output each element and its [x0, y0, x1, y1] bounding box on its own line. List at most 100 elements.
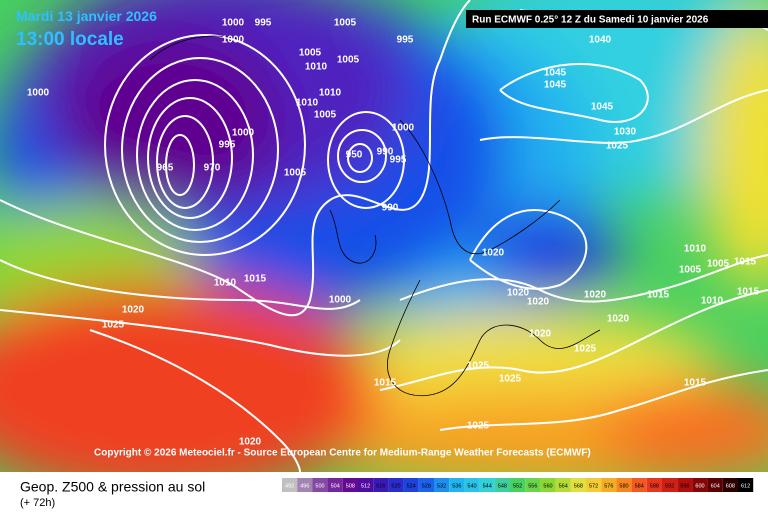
isobar-label: 1020	[527, 297, 550, 308]
scale-label: 580	[619, 483, 628, 489]
isobar-label: 1025	[606, 141, 629, 152]
scale-label: 540	[467, 483, 476, 489]
isobar-label: 995	[255, 18, 272, 29]
isobar-label: 1025	[102, 320, 125, 331]
scale-swatch	[388, 478, 404, 492]
scale-swatch	[616, 478, 632, 492]
scale-label: 584	[635, 483, 644, 489]
isobar-label: 1005	[334, 18, 357, 29]
scale-swatch	[738, 478, 754, 492]
isobar-label: 990	[377, 147, 394, 158]
isobar-label: 1015	[737, 287, 760, 298]
run-box	[466, 10, 768, 28]
isobar-label: 990	[382, 203, 399, 214]
scale-label: 496	[300, 483, 309, 489]
isobar-label: 1020	[507, 288, 530, 299]
scale-swatch	[373, 478, 389, 492]
isobar-label: 1020	[584, 290, 607, 301]
isobar-label: 1005	[299, 48, 322, 59]
scale-label: 564	[559, 483, 568, 489]
scale-swatch	[662, 478, 678, 492]
scale-swatch	[692, 478, 708, 492]
scale-swatch	[449, 478, 465, 492]
scale-label: 508	[346, 483, 355, 489]
isobar-label: 1005	[284, 168, 307, 179]
coastlines	[149, 35, 601, 397]
scale-swatch	[586, 478, 602, 492]
scale-swatch	[403, 478, 419, 492]
scale-label: 528	[422, 483, 431, 489]
scale-label: 608	[726, 483, 735, 489]
scale-label: 612	[741, 483, 750, 489]
footer-lead: (+ 72h)	[20, 497, 55, 509]
isobar-label: 1010	[684, 244, 707, 255]
isobar-label: 1005	[679, 265, 702, 276]
scale-swatch	[707, 478, 723, 492]
scale-label: 572	[589, 483, 598, 489]
isobar-label: 1000	[329, 295, 352, 306]
scale-swatch	[358, 478, 374, 492]
isobar-label: 1000	[222, 18, 245, 29]
scale-label: 520	[391, 483, 400, 489]
scale-label: 516	[376, 483, 385, 489]
isobar-label: 1040	[589, 35, 612, 46]
scale-label: 560	[543, 483, 552, 489]
scale-swatch	[631, 478, 647, 492]
isobar-label: 1005	[337, 55, 360, 66]
isobar-label: 995	[397, 35, 414, 46]
time-title: 13:00 locale	[16, 29, 124, 50]
isobar-label: 1015	[647, 290, 670, 301]
isobar-label: 995	[219, 140, 236, 151]
isobar-label: 1010	[296, 98, 319, 109]
scale-swatch	[342, 478, 358, 492]
isobar-label: 995	[390, 155, 407, 166]
scale-swatch	[570, 478, 586, 492]
isobar-label: 1025	[574, 344, 597, 355]
scale-label: 524	[407, 483, 416, 489]
isobar-label: 1020	[122, 305, 145, 316]
scale-label: 492	[285, 483, 294, 489]
isobar-label: 1020	[482, 248, 505, 259]
isobar-label: 1000	[392, 123, 415, 134]
scale-label: 600	[695, 483, 704, 489]
scale-label: 504	[331, 483, 340, 489]
isobar-label: 1020	[239, 437, 262, 448]
scale-swatch	[510, 478, 526, 492]
isobar-label: 1005	[314, 110, 337, 121]
isobar-label: 1025	[499, 374, 522, 385]
isobar-label: 1030	[614, 127, 637, 138]
isobar-label: 1045	[544, 68, 567, 79]
map-field	[0, 0, 768, 472]
scale-swatch	[722, 478, 738, 492]
isobar-label: 950	[346, 150, 363, 161]
scale-swatch	[601, 478, 617, 492]
scale-label: 532	[437, 483, 446, 489]
isobar-label: 1005	[707, 259, 730, 270]
scale-swatch	[297, 478, 313, 492]
scale-swatch	[540, 478, 556, 492]
isobar-label: 1015	[374, 378, 397, 389]
isobar-label: 1010	[214, 278, 237, 289]
scale-swatch	[646, 478, 662, 492]
scale-label: 588	[650, 483, 659, 489]
scale-label: 592	[665, 483, 674, 489]
isobar-label: 1015	[244, 274, 267, 285]
isobar-label: 965	[157, 163, 174, 174]
scale-swatch	[312, 478, 328, 492]
copyright: Copyright © 2026 Meteociel.fr - Source E…	[94, 448, 591, 459]
scale-swatch	[327, 478, 343, 492]
scale-label: 552	[513, 483, 522, 489]
isobar-label: 1015	[684, 378, 707, 389]
isobar-label: 1045	[544, 80, 567, 91]
isobar-label: 1020	[607, 314, 630, 325]
isobar-label: 1020	[529, 329, 552, 340]
isobar-label: 1025	[467, 361, 490, 372]
isobar-label: 1045	[591, 102, 614, 113]
isobar-label: 1000	[27, 88, 50, 99]
scale-label: 512	[361, 483, 370, 489]
scale-label: 536	[452, 483, 461, 489]
scale-label: 604	[711, 483, 720, 489]
isobars	[0, 0, 768, 472]
scale-label: 596	[680, 483, 689, 489]
isobar-label: 1010	[305, 62, 328, 73]
